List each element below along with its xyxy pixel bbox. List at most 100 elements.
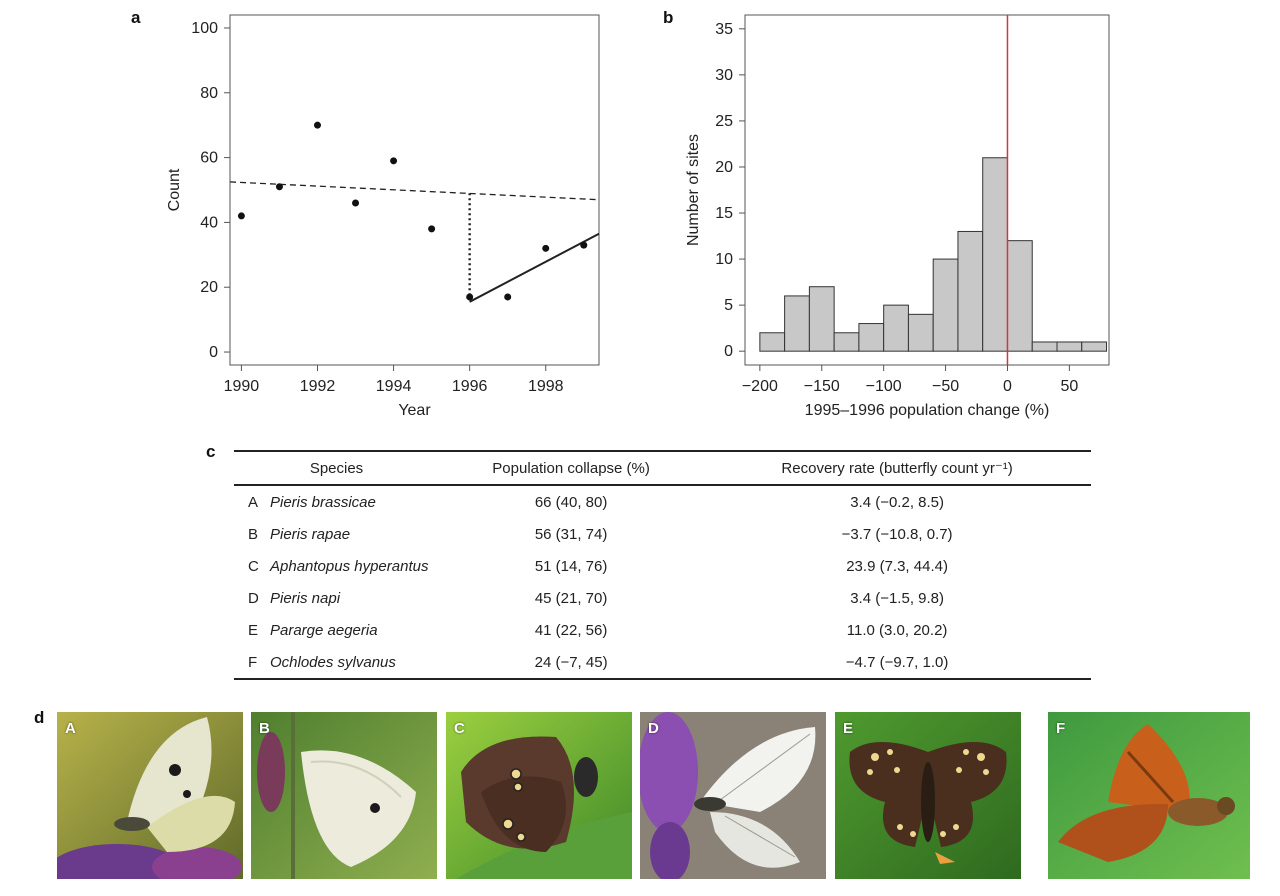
- butterfly-e-image: [835, 712, 1021, 879]
- species-name: Pieris rapae: [270, 525, 351, 543]
- photo-c-aphantopus-hyperantus: C: [446, 712, 632, 879]
- recovery-value: −3.7 (−10.8, 0.7): [841, 525, 953, 543]
- data-point: [275, 183, 283, 191]
- histogram-bar: [808, 286, 835, 352]
- header-population-collapse: Population collapse (%): [439, 450, 704, 486]
- photo-a-pieris-brassicae: A: [57, 712, 243, 879]
- x-tick-label: 50: [1060, 378, 1078, 395]
- y-tick-label: 40: [200, 214, 218, 231]
- table-row: B Pieris rapae 56 (31, 74) −3.7 (−10.8, 0…: [234, 518, 1091, 550]
- plot-frame: [744, 14, 1110, 366]
- data-point: [237, 212, 245, 220]
- x-tick-label: −150: [804, 378, 840, 395]
- data-point: [466, 293, 474, 301]
- row-letter: E: [248, 621, 259, 639]
- x-tick-label: 1996: [452, 378, 488, 395]
- data-point: [313, 121, 321, 129]
- y-tick-label: 30: [715, 67, 733, 84]
- x-tick-label: −100: [866, 378, 902, 395]
- y-tick-label: 35: [715, 21, 733, 38]
- histogram-bar: [858, 323, 885, 352]
- data-point: [542, 244, 550, 252]
- data-point: [390, 157, 398, 165]
- photo-label: D: [648, 720, 659, 737]
- butterfly-f-image: [1048, 712, 1250, 879]
- recovery-value: 3.4 (−1.5, 9.8): [850, 589, 944, 607]
- photo-d-pieris-napi: D: [640, 712, 826, 879]
- data-point: [428, 225, 436, 233]
- histogram-bar: [759, 332, 786, 352]
- plot-frame: [229, 14, 600, 366]
- photo-b-pieris-rapae: B: [251, 712, 437, 879]
- photo-label: A: [65, 720, 76, 737]
- row-letter: B: [248, 525, 259, 543]
- x-tick-label: 1992: [300, 378, 336, 395]
- histogram-bar: [1081, 341, 1108, 352]
- trend-line-dashed: [229, 181, 600, 201]
- y-tick-label: 80: [200, 85, 218, 102]
- collapse-value: 66 (40, 80): [534, 493, 608, 511]
- panel-label-b: b: [663, 8, 674, 27]
- butterfly-d-image: [640, 712, 826, 879]
- data-point: [504, 293, 512, 301]
- y-tick-label: 5: [724, 297, 733, 314]
- y-tick-label: 15: [715, 205, 733, 222]
- x-tick-label: 1998: [528, 378, 564, 395]
- y-tick-label: 20: [715, 159, 733, 176]
- x-tick-label: 1994: [376, 378, 412, 395]
- histogram-bar: [833, 332, 860, 352]
- collapse-value: 56 (31, 74): [534, 525, 608, 543]
- histogram-bar: [907, 313, 934, 352]
- x-axis-label: 1995–1996 population change (%): [805, 402, 1050, 419]
- x-tick-label: 1990: [224, 378, 260, 395]
- species-name: Pararge aegeria: [270, 621, 378, 639]
- row-letter: A: [248, 493, 259, 511]
- histogram-bar: [1006, 240, 1033, 352]
- histogram-bar: [1056, 341, 1083, 352]
- y-tick-label: 0: [209, 344, 218, 361]
- y-tick-label: 10: [715, 251, 733, 268]
- histogram-bar: [1031, 341, 1058, 352]
- data-point: [580, 241, 588, 249]
- header-species: Species: [234, 450, 439, 486]
- header-recovery-rate: Recovery rate (butterfly count yr⁻¹): [703, 450, 1091, 486]
- y-tick-label: 20: [200, 279, 218, 296]
- photo-label: C: [454, 720, 465, 737]
- recovery-value: 23.9 (7.3, 44.4): [846, 557, 948, 575]
- y-axis-label: Number of sites: [685, 134, 702, 246]
- species-name: Ochlodes sylvanus: [270, 653, 396, 671]
- chart-b-histogram: 0 5 10 15 20 25 30 35 −200 −150 −100 −50 0 50 1995–199…: [685, 14, 1110, 419]
- species-name: Aphantopus hyperantus: [270, 557, 429, 575]
- y-tick-label: 0: [724, 343, 733, 360]
- photo-e-pararge-aegeria: E: [835, 712, 1021, 879]
- photo-label: E: [843, 720, 854, 737]
- photo-f-ochlodes-sylvanus: F: [1048, 712, 1250, 879]
- histogram-bar: [784, 295, 810, 352]
- table-row: D Pieris napi 45 (21, 70) 3.4 (−1.5, 9.8): [234, 582, 1091, 614]
- x-tick-label: −200: [742, 378, 778, 395]
- collapse-value: 45 (21, 70): [534, 589, 608, 607]
- photo-label: B: [259, 720, 270, 737]
- species-name: Pieris brassicae: [270, 493, 376, 511]
- row-letter: D: [248, 589, 259, 607]
- y-axis-label: Count: [166, 168, 183, 211]
- y-tick-label: 60: [200, 150, 218, 167]
- chart-a-scatter: 0 20 40 60 80 100 1990 1992 1994 1996 1998 Year Coun…: [166, 14, 600, 419]
- collapse-value: 24 (−7, 45): [439, 646, 704, 680]
- row-letter: F: [248, 653, 258, 671]
- panel-label-a: a: [131, 8, 141, 27]
- histogram-bar: [883, 304, 909, 352]
- histogram-bar: [957, 230, 984, 352]
- y-tick-label: 100: [191, 20, 218, 37]
- table-row: A Pieris brassicae 66 (40, 80) 3.4 (−0.2,…: [234, 485, 1091, 518]
- table-header-row: Species Population collapse (%) Recovery…: [234, 450, 1091, 486]
- collapse-value: 51 (14, 76): [534, 557, 608, 575]
- recovery-line: [469, 232, 600, 303]
- data-point: [352, 199, 360, 207]
- species-name: Pieris napi: [270, 589, 341, 607]
- row-letter: C: [248, 557, 259, 575]
- histogram-bar: [982, 157, 1008, 352]
- panel-label-c: c: [206, 442, 216, 461]
- x-tick-label: −50: [932, 378, 959, 395]
- y-tick-label: 25: [715, 113, 733, 130]
